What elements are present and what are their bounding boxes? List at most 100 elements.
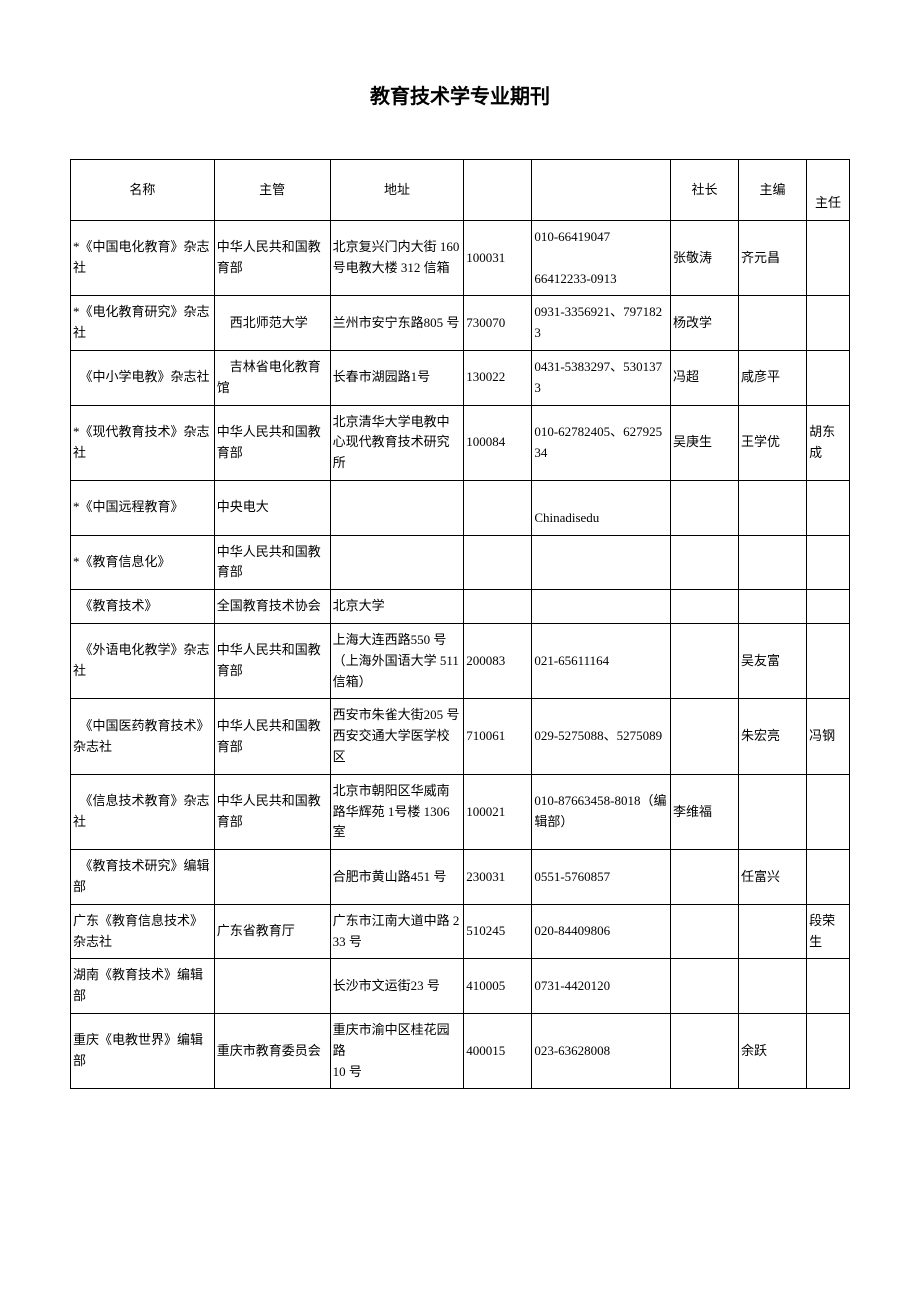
table-row: *《中国远程教育》中央电大 Chinadisedu (71, 480, 850, 535)
table-cell: 中华人民共和国教育部 (214, 221, 330, 296)
table-cell: *《现代教育技术》杂志社 (71, 405, 215, 480)
table-cell (330, 480, 464, 535)
table-cell (464, 535, 532, 590)
table-cell: *《教育信息化》 (71, 535, 215, 590)
table-cell (807, 535, 850, 590)
table-cell: 长春市湖园路1号 (330, 350, 464, 405)
table-row: *《现代教育技术》杂志社中华人民共和国教育部北京清华大学电教中心现代教育技术研究… (71, 405, 850, 480)
table-cell: 朱宏亮 (739, 699, 807, 774)
table-cell (670, 1013, 738, 1088)
table-cell: 100021 (464, 774, 532, 849)
table-cell: 冯超 (670, 350, 738, 405)
table-cell (739, 296, 807, 351)
table-cell: 《中国医药教育技术》杂志社 (71, 699, 215, 774)
table-cell: 730070 (464, 296, 532, 351)
table-cell: 重庆《电教世界》编辑部 (71, 1013, 215, 1088)
table-cell: 中华人民共和国教育部 (214, 535, 330, 590)
col-header-dir: 主任 (807, 160, 850, 221)
col-header-pres: 社长 (670, 160, 738, 221)
col-header-editor: 主编 (739, 160, 807, 221)
table-cell (807, 480, 850, 535)
table-cell: 010-62782405、62792534 (532, 405, 671, 480)
table-cell: 王学优 (739, 405, 807, 480)
table-cell: 咸彦平 (739, 350, 807, 405)
table-cell (807, 590, 850, 624)
table-cell: *《电化教育研究》杂志社 (71, 296, 215, 351)
table-cell: 广东《教育信息技术》杂志社 (71, 904, 215, 959)
table-cell: 北京大学 (330, 590, 464, 624)
table-cell: 020-84409806 (532, 904, 671, 959)
table-cell: 中华人民共和国教育部 (214, 623, 330, 698)
table-cell: 李维福 (670, 774, 738, 849)
table-cell: 吉林省电化教育馆 (214, 350, 330, 405)
table-cell (670, 904, 738, 959)
table-cell: 重庆市教育委员会 (214, 1013, 330, 1088)
table-cell (532, 590, 671, 624)
table-cell: 西北师范大学 (214, 296, 330, 351)
table-cell: 021-65611164 (532, 623, 671, 698)
table-cell (670, 535, 738, 590)
table-cell (330, 535, 464, 590)
table-cell (670, 623, 738, 698)
table-cell (807, 221, 850, 296)
table-cell: 北京清华大学电教中心现代教育技术研究所 (330, 405, 464, 480)
table-row: 湖南《教育技术》编辑部长沙市文运街23 号4100050731-4420120 (71, 959, 850, 1014)
table-cell: 《教育技术》 (71, 590, 215, 624)
table-cell: 010-66419047 66412233-0913 (532, 221, 671, 296)
table-cell (464, 590, 532, 624)
table-cell (214, 850, 330, 905)
table-row: 《中国医药教育技术》杂志社中华人民共和国教育部西安市朱雀大街205 号西安交通大… (71, 699, 850, 774)
col-header-zip (464, 160, 532, 221)
table-cell: 上海大连西路550 号（上海外国语大学 511 信箱） (330, 623, 464, 698)
table-cell: 重庆市渝中区桂花园路 10 号 (330, 1013, 464, 1088)
table-cell (214, 959, 330, 1014)
table-cell: 《中小学电教》杂志社 (71, 350, 215, 405)
table-cell: 710061 (464, 699, 532, 774)
table-cell (807, 1013, 850, 1088)
col-header-addr: 地址 (330, 160, 464, 221)
table-cell: 《信息技术教育》杂志社 (71, 774, 215, 849)
table-cell: 冯钢 (807, 699, 850, 774)
journal-table: 名称 主管 地址 社长 主编 主任 *《中国电化教育》杂志社中华人民共和国教育部… (70, 159, 850, 1089)
table-cell: 北京复兴门内大街 160 号电教大楼 312 信箱 (330, 221, 464, 296)
table-row: 《信息技术教育》杂志社中华人民共和国教育部北京市朝阳区华威南路华辉苑 1号楼 1… (71, 774, 850, 849)
table-cell (739, 959, 807, 1014)
table-cell (739, 774, 807, 849)
table-cell (807, 774, 850, 849)
table-row: *《中国电化教育》杂志社中华人民共和国教育部北京复兴门内大街 160 号电教大楼… (71, 221, 850, 296)
table-row: 《教育技术》全国教育技术协会北京大学 (71, 590, 850, 624)
table-cell: 齐元昌 (739, 221, 807, 296)
table-cell: 029-5275088、5275089 (532, 699, 671, 774)
table-cell (670, 959, 738, 1014)
table-cell: 张敬涛 (670, 221, 738, 296)
table-cell: 吴庚生 (670, 405, 738, 480)
table-cell: Chinadisedu (532, 480, 671, 535)
table-cell: 410005 (464, 959, 532, 1014)
table-cell: 段荣生 (807, 904, 850, 959)
table-cell (464, 480, 532, 535)
table-cell: 0551-5760857 (532, 850, 671, 905)
table-cell: 西安市朱雀大街205 号西安交通大学医学校区 (330, 699, 464, 774)
table-cell: 吴友富 (739, 623, 807, 698)
table-cell: 胡东成 (807, 405, 850, 480)
table-cell: 杨改学 (670, 296, 738, 351)
col-header-admin: 主管 (214, 160, 330, 221)
table-row: 重庆《电教世界》编辑部重庆市教育委员会重庆市渝中区桂花园路 10 号400015… (71, 1013, 850, 1088)
table-cell: 010-87663458-8018（编辑部） (532, 774, 671, 849)
table-cell: 510245 (464, 904, 532, 959)
table-row: 《教育技术研究》编辑部合肥市黄山路451 号2300310551-5760857… (71, 850, 850, 905)
table-cell: 100084 (464, 405, 532, 480)
table-cell: 兰州市安宁东路805 号 (330, 296, 464, 351)
table-cell: 400015 (464, 1013, 532, 1088)
table-row: *《电化教育研究》杂志社 西北师范大学兰州市安宁东路805 号730070093… (71, 296, 850, 351)
table-cell (670, 480, 738, 535)
table-cell: 200083 (464, 623, 532, 698)
table-cell: 长沙市文运街23 号 (330, 959, 464, 1014)
table-cell (807, 850, 850, 905)
col-header-name: 名称 (71, 160, 215, 221)
table-cell: 北京市朝阳区华威南路华辉苑 1号楼 1306 室 (330, 774, 464, 849)
page-title: 教育技术学专业期刊 (70, 80, 850, 109)
table-cell (807, 296, 850, 351)
table-cell (807, 959, 850, 1014)
table-row: 《外语电化教学》杂志社中华人民共和国教育部上海大连西路550 号（上海外国语大学… (71, 623, 850, 698)
